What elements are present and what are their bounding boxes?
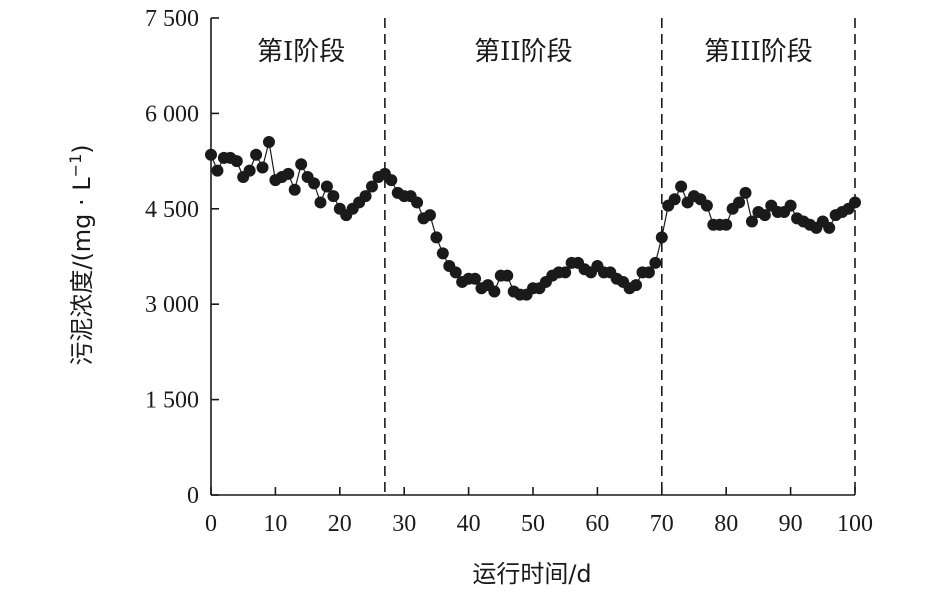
y-tick-label: 1 500 [145,388,199,414]
data-point [366,180,378,193]
y-axis: 0 1 500 3 000 4 500 6 000 7 500 [145,6,219,509]
data-point [642,266,655,279]
data-point [668,193,681,206]
data-point [423,209,436,222]
stage-label: 第III阶段 [704,37,813,67]
data-point [436,247,449,260]
data-point [655,231,668,244]
y-tick-label: 3 000 [145,292,199,318]
y-tick-label: 0 [187,483,199,509]
x-tick-label: 90 [779,511,803,537]
x-axis: 0 10 20 30 40 50 60 70 80 90 100 [205,487,873,537]
y-axis-label-exponent: −1 [66,154,85,178]
data-point [262,136,275,149]
data-point [849,196,861,209]
data-point [733,196,746,209]
data-point [243,164,256,177]
x-tick-label: 70 [650,511,674,537]
data-point [559,266,572,279]
data-point [205,148,217,161]
data-point [308,177,321,190]
stage-label: 第I阶段 [257,37,345,67]
stage-label: 第II阶段 [474,37,573,67]
data-point [739,186,752,199]
data-point [327,190,340,203]
data-point [823,221,836,234]
y-axis-label-close: ) [68,144,96,153]
data-point [385,174,398,187]
y-tick-label: 4 500 [145,197,199,223]
y-axis-label-main: 污泥浓度/(mg · L [68,177,96,366]
x-tick-label: 30 [392,511,416,537]
data-point [720,218,733,231]
data-point [675,180,688,193]
data-point [359,190,372,203]
series-line [210,141,856,296]
data-point [256,161,269,174]
data-point [211,164,224,177]
data-point [314,196,327,209]
x-tick-label: 40 [457,511,481,537]
data-point [469,272,482,285]
data-point [700,199,713,212]
data-point [250,148,263,161]
data-point [501,269,514,282]
data-point [488,285,501,298]
x-tick-label: 80 [714,511,738,537]
y-tick-label: 6 000 [145,101,199,127]
x-tick-label: 10 [263,511,287,537]
x-tick-label: 100 [837,511,873,537]
data-point [320,180,333,193]
data-point [230,155,243,168]
data-point [288,183,301,196]
data-point [449,266,462,279]
data-point [745,215,758,228]
data-point [649,256,662,269]
data-point [430,231,443,244]
data-point [784,199,797,212]
data-point [282,167,295,180]
x-tick-label: 50 [521,511,545,537]
data-point [758,209,771,222]
stage-dividers [384,18,856,495]
data-point [295,158,308,171]
data-point [630,279,643,292]
y-tick-label: 7 500 [145,6,199,32]
x-tick-label: 60 [585,511,609,537]
x-tick-label: 0 [205,511,217,537]
x-tick-label: 20 [328,511,352,537]
stage-labels: 第I阶段 第II阶段 第III阶段 [257,37,813,67]
x-axis-label: 运行时间/d [472,560,591,588]
y-axis-label: 污泥浓度/(mg · L−1) [66,144,96,365]
data-point [411,196,424,209]
data-series [205,136,861,301]
